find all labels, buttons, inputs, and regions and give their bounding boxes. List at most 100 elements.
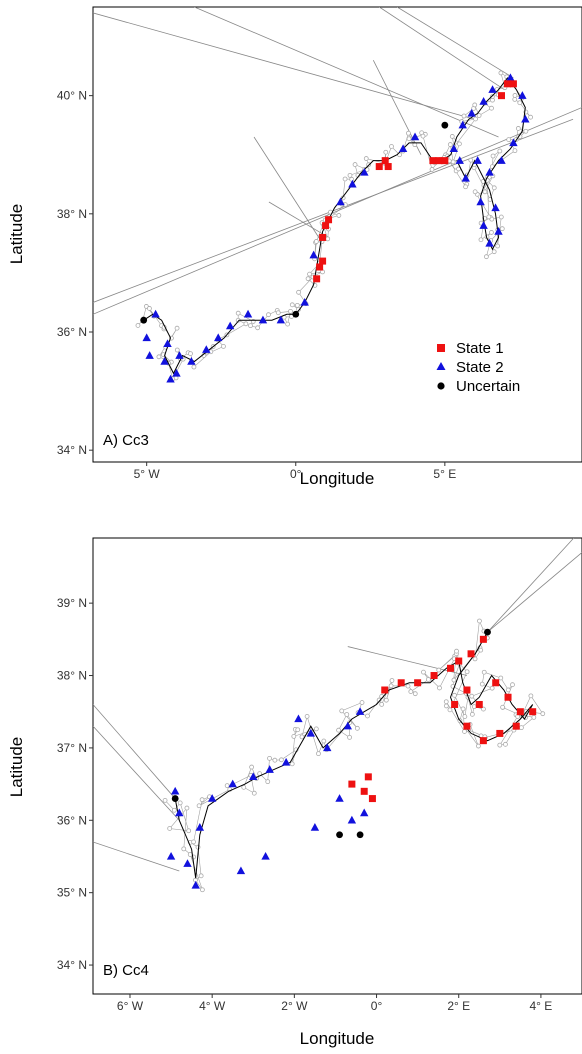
legend-state2-swatch xyxy=(436,362,446,370)
state2-point xyxy=(166,374,175,383)
y-tick-label: 36° N xyxy=(57,813,87,827)
raw-observation-point xyxy=(469,693,475,699)
raw-observation-point xyxy=(461,113,467,119)
state2-point xyxy=(187,357,196,365)
x-tick-label: 4° W xyxy=(199,999,226,1013)
raw-observation-point xyxy=(469,711,475,717)
state2-point xyxy=(360,808,369,817)
raw-observation-point xyxy=(472,189,478,195)
state1-point xyxy=(384,163,392,171)
raw-observation-point xyxy=(523,128,529,134)
raw-observation-point xyxy=(344,712,350,717)
raw-observation-point xyxy=(512,93,518,98)
raw-observation-point xyxy=(241,784,247,790)
raw-observation-point xyxy=(336,727,342,733)
uncertain-point xyxy=(356,831,364,839)
raw-observation-point xyxy=(490,153,496,159)
state2-point xyxy=(485,167,494,176)
state2-point xyxy=(228,779,237,788)
y-tick-label: 36° N xyxy=(57,325,87,339)
raw-observation-point xyxy=(491,185,497,191)
raw-observation-point xyxy=(379,701,385,707)
uncertain-point xyxy=(484,628,491,636)
state2-point xyxy=(518,91,527,99)
state2-point xyxy=(236,866,246,875)
raw-observation-point xyxy=(478,647,484,653)
state2-point xyxy=(479,221,488,229)
y-tick-label: 37° N xyxy=(57,741,87,755)
raw-observation-point xyxy=(436,667,442,673)
state1-point xyxy=(503,80,511,88)
raw-observation-point xyxy=(383,149,389,155)
state2-point xyxy=(348,179,357,188)
state1-point xyxy=(435,157,443,165)
raw-observation-point xyxy=(421,669,426,675)
state1-point xyxy=(364,773,372,781)
state2-point xyxy=(163,339,172,348)
raw-observation-point xyxy=(184,805,190,811)
raw-observation-point xyxy=(224,783,230,789)
raw-observation-point xyxy=(304,713,310,719)
state1-point xyxy=(479,635,487,643)
raw-observation-point xyxy=(460,706,466,712)
raw-observation-point xyxy=(463,184,468,190)
raw-observation-point xyxy=(285,321,291,327)
state1-point xyxy=(497,92,505,100)
state1-point xyxy=(441,157,449,165)
state2-point xyxy=(360,167,369,176)
raw-observation-point xyxy=(528,114,533,120)
state2-point xyxy=(243,309,253,318)
raw-observation-point xyxy=(243,321,249,327)
state2-point xyxy=(249,772,258,781)
raw-observation-point xyxy=(464,669,470,675)
x-tick-label: 2° E xyxy=(447,999,470,1013)
state2-point xyxy=(461,173,470,182)
raw-observation-point xyxy=(359,700,365,705)
state2-point xyxy=(343,721,352,730)
panel-a: 5° W 0° 5° E 34° N 36° N 38° N 40° N A) Cc3 Lo… xyxy=(7,6,582,488)
state2-point xyxy=(455,156,464,164)
state2-point xyxy=(509,138,518,147)
raw-observation-point xyxy=(199,887,205,893)
raw-observation-point xyxy=(499,226,505,232)
y-tick-label: 35° N xyxy=(57,886,87,900)
state1-point xyxy=(414,679,422,687)
state1-point xyxy=(455,657,463,665)
raw-observation-point xyxy=(156,354,162,360)
raw-observation-point xyxy=(517,100,523,106)
uncertain-point xyxy=(140,316,148,324)
legend: State 1 State 2 Uncertain xyxy=(436,340,520,395)
panel-b-xlabel: Longitude xyxy=(300,1029,375,1048)
raw-observation-point xyxy=(191,839,196,845)
raw-observation-point xyxy=(426,677,431,682)
raw-observation-point xyxy=(405,683,411,689)
state2-point xyxy=(479,97,488,105)
raw-observation-point xyxy=(468,157,474,163)
x-tick-label: 0° xyxy=(371,999,383,1013)
panel-a-plot-area xyxy=(93,7,582,383)
x-tick-label: 5° E xyxy=(433,467,456,481)
state1-point xyxy=(381,157,389,165)
raw-observation-point xyxy=(447,142,453,147)
state1-point xyxy=(504,693,512,701)
raw-observation-point xyxy=(486,214,492,220)
state2-point xyxy=(191,880,200,889)
raw-observation-point xyxy=(451,677,457,683)
raw-observation-point xyxy=(177,800,183,806)
raw-track-segment xyxy=(487,538,575,633)
state1-point xyxy=(368,795,376,803)
state2-point xyxy=(473,156,482,164)
raw-observation-point xyxy=(406,136,412,142)
raw-track-segment xyxy=(93,841,180,872)
raw-observation-point xyxy=(505,687,511,693)
raw-observation-point xyxy=(497,148,503,154)
panel-b-axis-ticks: 6° W 4° W 2° W 0° 2° E 4° E 34° N 35° N 36° N 37°… xyxy=(57,596,552,1013)
state2-point xyxy=(265,765,274,773)
state2-point xyxy=(458,120,467,129)
raw-observation-point xyxy=(506,137,512,142)
x-tick-label: 6° W xyxy=(117,999,144,1013)
raw-observation-point xyxy=(174,325,180,331)
raw-observation-point xyxy=(498,214,504,220)
state2-point xyxy=(225,321,235,330)
